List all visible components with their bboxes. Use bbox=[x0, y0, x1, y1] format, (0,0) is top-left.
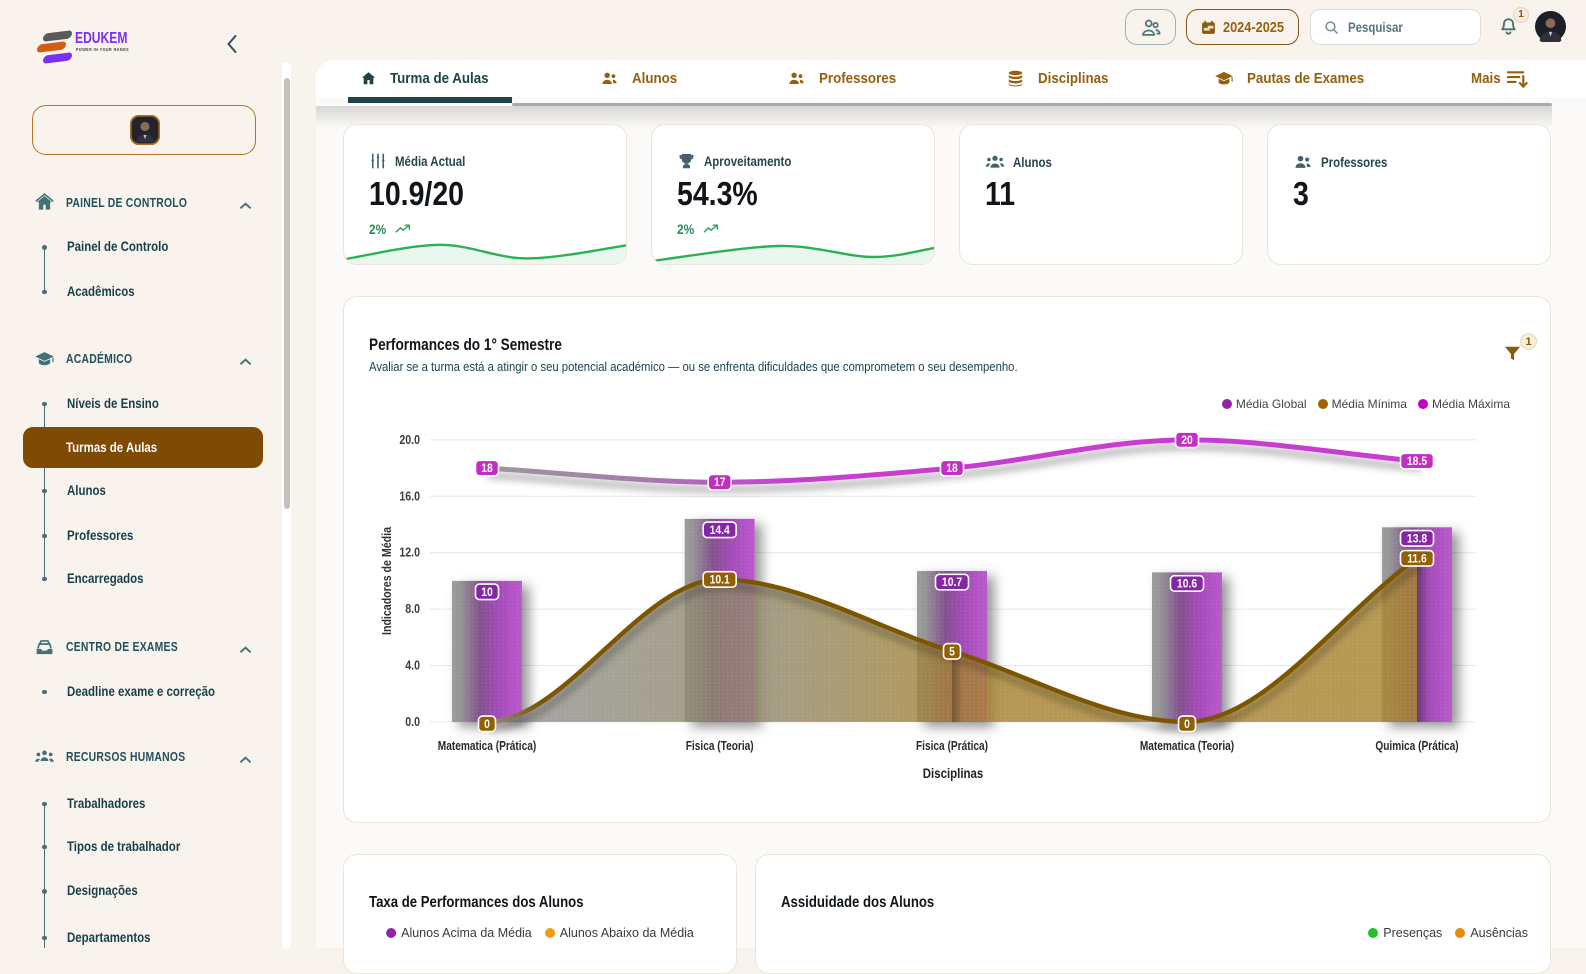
svg-text:20.0: 20.0 bbox=[399, 433, 420, 447]
svg-text:Indicadores de Média: Indicadores de Média bbox=[380, 527, 394, 635]
svg-text:10.7: 10.7 bbox=[942, 577, 962, 590]
svg-text:10.1: 10.1 bbox=[710, 574, 730, 587]
svg-text:0.0: 0.0 bbox=[405, 715, 420, 729]
svg-text:18.5: 18.5 bbox=[1407, 456, 1427, 469]
svg-text:10.6: 10.6 bbox=[1177, 578, 1197, 591]
svg-text:14.4: 14.4 bbox=[710, 524, 731, 537]
svg-text:Matematica (Prática): Matematica (Prática) bbox=[438, 739, 537, 753]
svg-text:Fisica (Teoria): Fisica (Teoria) bbox=[686, 739, 754, 753]
svg-text:Disciplinas: Disciplinas bbox=[923, 766, 984, 781]
svg-text:Fisica (Prática): Fisica (Prática) bbox=[916, 739, 988, 753]
svg-text:20: 20 bbox=[1181, 434, 1193, 447]
svg-text:11.6: 11.6 bbox=[1407, 553, 1427, 566]
svg-text:Quimica (Prática): Quimica (Prática) bbox=[1375, 739, 1458, 753]
svg-text:8.0: 8.0 bbox=[405, 602, 420, 616]
svg-text:5: 5 bbox=[949, 646, 955, 659]
svg-text:18: 18 bbox=[481, 463, 493, 476]
svg-text:0: 0 bbox=[484, 718, 490, 731]
svg-text:10: 10 bbox=[481, 586, 493, 599]
svg-text:16.0: 16.0 bbox=[399, 490, 420, 504]
svg-text:12.0: 12.0 bbox=[399, 546, 420, 560]
svg-text:0: 0 bbox=[1184, 718, 1190, 731]
svg-text:17: 17 bbox=[714, 477, 726, 490]
svg-text:4.0: 4.0 bbox=[405, 659, 420, 673]
svg-text:18: 18 bbox=[946, 463, 958, 476]
svg-text:13.8: 13.8 bbox=[1407, 533, 1427, 546]
svg-text:Matematica (Teoria): Matematica (Teoria) bbox=[1140, 739, 1234, 753]
